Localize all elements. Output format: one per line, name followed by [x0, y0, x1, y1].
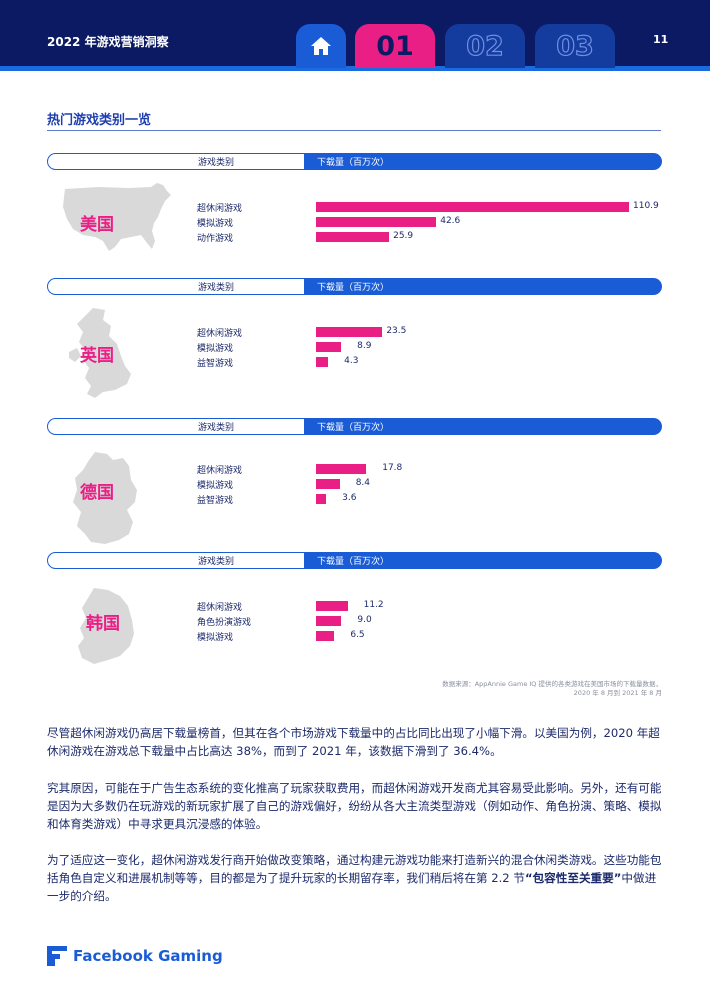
data-label: 110.9	[633, 201, 659, 211]
data-label: 25.9	[393, 231, 414, 241]
category-label: 超休闲游戏	[197, 603, 243, 613]
data-label: 23.5	[386, 326, 407, 336]
data-label: 42.6	[440, 216, 461, 226]
category-label: 超休闲游戏	[197, 466, 243, 476]
document-title: 2022 年游戏营销洞察	[47, 35, 169, 49]
facebook-gaming-mark-icon	[47, 946, 67, 966]
category-label: 模拟游戏	[197, 481, 234, 491]
bar	[316, 631, 335, 641]
tab-home[interactable]	[296, 24, 346, 68]
bar	[316, 479, 340, 489]
bar-row: 超休闲游戏 17.8	[47, 463, 662, 476]
bar	[316, 494, 327, 504]
bar	[316, 601, 348, 611]
category-label: 超休闲游戏	[197, 329, 243, 339]
paragraph-1: 尽管超休闲游戏仍高居下载量榜首，但其在各个市场游戏下载量中的占比同比出现了小幅下…	[47, 726, 660, 758]
category-label: 模拟游戏	[197, 633, 234, 643]
paragraph-3: 为了适应这一变化，超休闲游戏发行商开始做改变策略，通过构建元游戏功能来打造新兴的…	[47, 853, 662, 903]
country-panel-de: 游戏类别 下载量（百万次） 德国 超休闲游戏 17.8 模拟游戏 8.4 益智游戏 3.6	[47, 418, 662, 544]
category-label: 益智游戏	[197, 496, 234, 506]
category-label: 超休闲游戏	[197, 204, 243, 214]
category-label: 益智游戏	[197, 359, 234, 369]
korea-map-icon	[78, 588, 134, 664]
category-label: 模拟游戏	[197, 344, 234, 354]
category-label: 动作游戏	[197, 234, 234, 244]
section-title: 热门游戏类别一览	[47, 113, 152, 128]
bar	[316, 464, 367, 474]
country-panel-uk: 游戏类别 下载量（百万次） 英国 超休闲游戏 23.5 模拟游戏 8.9 益智游戏 4.3	[47, 278, 662, 398]
bar-row: 模拟游戏 6.5	[47, 630, 662, 643]
bar-row: 动作游戏 25.9	[47, 231, 662, 244]
category-label: 角色扮演游戏	[197, 618, 252, 628]
table-header: 游戏类别 下载量（百万次）	[47, 418, 662, 435]
bar	[316, 232, 390, 242]
bar-row: 超休闲游戏 11.2	[47, 600, 662, 613]
page-number: 11	[653, 33, 669, 46]
paragraph-2: 究其原因，可能在于广告生态系统的变化推高了玩家获取费用，而超休闲游戏开发商尤其容…	[47, 781, 662, 831]
tab-section-03[interactable]: 03	[535, 24, 615, 68]
data-label: 3.6	[342, 493, 357, 503]
category-column-header: 游戏类别	[198, 158, 235, 168]
data-label: 9.0	[357, 615, 372, 625]
bar-row: 益智游戏 3.6	[47, 493, 662, 506]
country-label-kr: 韩国	[86, 614, 120, 634]
data-label: 8.4	[355, 478, 371, 488]
table-header: 游戏类别 下载量（百万次）	[47, 153, 662, 170]
downloads-column-header: 下载量（百万次）	[317, 158, 390, 168]
bar-row: 超休闲游戏 110.9	[47, 201, 662, 214]
downloads-column-header: 下载量（百万次）	[317, 283, 390, 293]
bar-row: 超休闲游戏 23.5	[47, 326, 662, 339]
bar	[316, 202, 629, 212]
downloads-column-header: 下载量（百万次）	[317, 423, 390, 433]
category-column-header: 游戏类别	[198, 423, 235, 433]
section-divider	[47, 130, 661, 131]
bar-row: 角色扮演游戏 9.0	[47, 615, 662, 628]
data-label: 4.3	[344, 356, 359, 366]
source-note: 数据来源：AppAnnie Game IQ 提供的各类游戏在美国市场的下载量数据…	[442, 680, 662, 697]
home-icon	[311, 37, 331, 55]
bar	[316, 342, 342, 352]
table-header: 游戏类别 下载量（百万次）	[47, 552, 662, 569]
bar-row: 模拟游戏 8.9	[47, 341, 662, 354]
bar	[316, 616, 342, 626]
downloads-column-header: 下载量（百万次）	[317, 557, 390, 567]
country-panel-us: 游戏类别 下载量（百万次） 美国 超休闲游戏 110.9 模拟游戏 42.6 动作游戏 2…	[47, 153, 662, 273]
data-label: 6.5	[350, 630, 365, 640]
uk-map-icon	[69, 308, 131, 398]
country-label-us: 美国	[80, 215, 114, 235]
tab-section-02[interactable]: 02	[445, 24, 525, 68]
country-panel-kr: 游戏类别 下载量（百万次） 韩国 超休闲游戏 11.2 角色扮演游戏 9.0 模拟游戏 6…	[47, 552, 662, 672]
bar	[316, 217, 437, 227]
bar-row: 模拟游戏 42.6	[47, 216, 662, 229]
brand-name: Facebook Gaming	[73, 947, 223, 965]
bar	[316, 327, 383, 337]
header-accent-bar	[0, 66, 710, 71]
bar	[316, 357, 329, 367]
category-column-header: 游戏类别	[198, 557, 235, 567]
table-header: 游戏类别 下载量（百万次）	[47, 278, 662, 295]
country-label-de: 德国	[80, 483, 114, 503]
data-label: 17.8	[382, 463, 403, 473]
data-label: 11.2	[363, 600, 384, 610]
tab-section-01[interactable]: 01	[355, 24, 435, 68]
bar-row: 益智游戏 4.3	[47, 356, 662, 369]
data-label: 8.9	[357, 341, 372, 351]
bar-row: 模拟游戏 8.4	[47, 478, 662, 491]
category-column-header: 游戏类别	[198, 283, 235, 293]
facebook-gaming-logo: Facebook Gaming	[47, 946, 223, 966]
country-label-uk: 英国	[80, 346, 114, 366]
category-label: 模拟游戏	[197, 219, 234, 229]
usa-map-icon	[63, 183, 171, 251]
germany-map-icon	[73, 452, 137, 544]
section-reference-link[interactable]: “包容性至关重要”	[524, 871, 622, 885]
